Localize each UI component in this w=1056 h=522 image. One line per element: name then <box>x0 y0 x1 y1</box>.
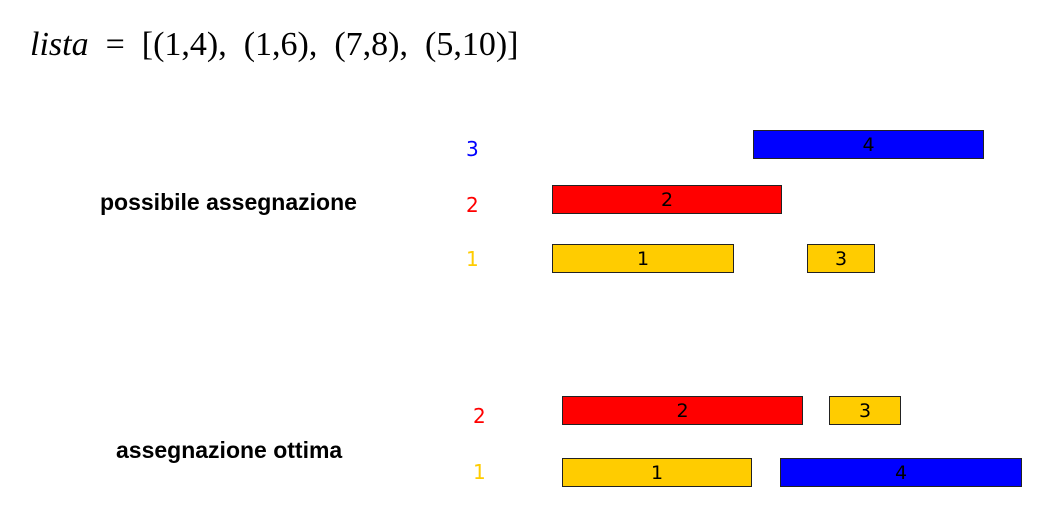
interval-label: 3 <box>834 247 848 270</box>
interval-bar-2: 2 <box>552 185 782 214</box>
formula-value: = [(1,4), (1,6), (7,8), (5,10)] <box>88 26 519 63</box>
interval-label: 3 <box>858 399 872 422</box>
interval-label: 1 <box>650 461 664 484</box>
interval-bar-4: 4 <box>780 458 1022 487</box>
interval-bar-3: 3 <box>807 244 875 273</box>
interval-label: 4 <box>894 461 908 484</box>
interval-bar-2: 2 <box>562 396 803 425</box>
interval-bar-3: 3 <box>829 396 901 425</box>
formula-variable: lista <box>30 26 89 63</box>
row-label-2: 2 <box>466 193 479 217</box>
interval-label: 4 <box>862 133 875 156</box>
interval-bar-1: 1 <box>552 244 734 273</box>
formula: lista = [(1,4), (1,6), (7,8), (5,10)] <box>30 26 518 64</box>
row-label-1: 1 <box>466 247 479 271</box>
row-label-2: 2 <box>473 404 486 428</box>
interval-label: 1 <box>636 247 650 270</box>
interval-bar-1: 1 <box>562 458 752 487</box>
interval-label: 2 <box>660 188 674 211</box>
section-title-possibile: possibile assegnazione <box>100 189 357 215</box>
section-title-ottima: assegnazione ottima <box>116 437 343 463</box>
row-label-3: 3 <box>466 137 479 161</box>
row-label-1: 1 <box>473 460 486 484</box>
interval-label: 2 <box>676 399 689 422</box>
interval-bar-4: 4 <box>753 130 984 159</box>
